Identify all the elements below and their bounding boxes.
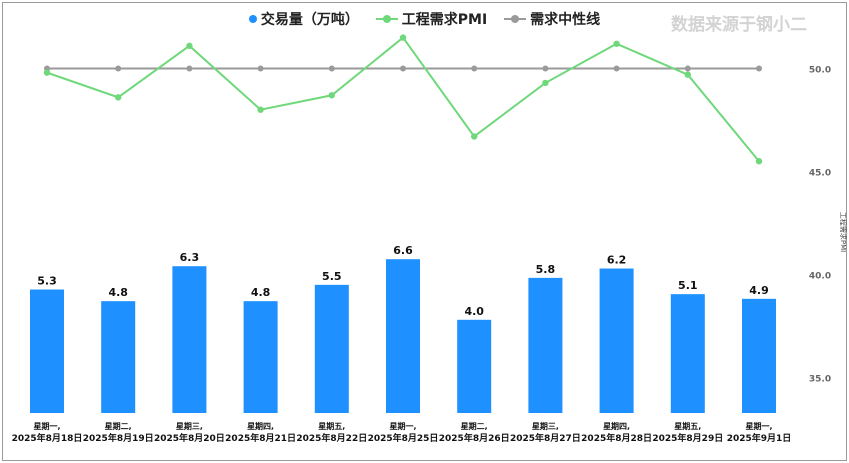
neutral-point: [186, 65, 193, 72]
bar: [528, 277, 563, 413]
bar: [101, 301, 136, 413]
x-tick-label-date: 2025年8月21日: [225, 432, 296, 444]
bar: [670, 294, 705, 413]
bar-value-label: 4.0: [464, 305, 484, 318]
neutral-point: [328, 65, 335, 72]
bar: [30, 289, 64, 413]
bar: [742, 298, 776, 413]
legend-marker-volume: [248, 15, 257, 23]
bar: [243, 301, 278, 413]
x-tick-label-weekday: 星期一,: [745, 421, 772, 431]
bar-value-label: 4.8: [251, 286, 271, 299]
x-tick-label-weekday: 星期三,: [176, 421, 203, 431]
x-tick-label-weekday: 星期三,: [532, 421, 559, 431]
y2-tick-label: 40.0: [809, 272, 831, 282]
x-tick-label-date: 2025年8月28日: [581, 432, 652, 444]
x-tick-label-weekday: 星期二,: [105, 421, 132, 431]
pmi-point: [186, 42, 193, 50]
x-tick-label-date: 2025年8月27日: [510, 432, 581, 444]
x-tick-label-weekday: 星期四,: [603, 421, 630, 431]
neutral-point: [115, 65, 122, 72]
bar-value-label: 6.6: [393, 244, 413, 257]
neutral-point: [756, 65, 762, 72]
x-tick-label-date: 2025年8月20日: [154, 432, 225, 444]
bar-value-label: 4.8: [108, 286, 128, 299]
pmi-point: [328, 92, 335, 99]
pmi-point: [684, 71, 691, 78]
x-tick-label-weekday: 星期五,: [318, 421, 345, 431]
pmi-point: [471, 133, 478, 140]
y2-tick-label: 45.0: [809, 169, 831, 179]
legend-marker-neutral: [504, 15, 527, 23]
pmi-point: [542, 79, 549, 87]
x-tick-label-date: 2025年8月26日: [439, 432, 510, 444]
neutral-point: [684, 65, 691, 72]
neutral-point: [613, 65, 620, 72]
x-tick-label-weekday: 星期一,: [33, 421, 60, 431]
x-tick-label-date: 2025年8月25日: [368, 432, 439, 444]
bar-value-label: 5.8: [536, 263, 556, 276]
data-source-watermark: 数据来源于钢小二: [671, 15, 807, 35]
bar-value-label: 5.3: [37, 275, 57, 288]
pmi-point: [755, 158, 763, 165]
pmi-point: [43, 69, 51, 76]
pmi-line: [46, 36, 760, 162]
x-tick-label-date: 2025年8月22日: [296, 432, 367, 444]
chart-legend: 交易量（万吨） 工程需求PMI 需求中性线: [0, 9, 849, 29]
pmi-point: [399, 34, 407, 41]
bar-value-label: 6.3: [180, 251, 200, 264]
x-tick-label-date: 2025年8月19日: [83, 432, 154, 444]
legend-label-pmi: 工程需求PMI: [401, 12, 488, 28]
y2-tick-label: 50.0: [809, 66, 831, 76]
pmi-point: [613, 40, 620, 47]
neutral-point: [471, 65, 478, 72]
bar-value-label: 5.5: [322, 270, 342, 283]
legend-item-volume[interactable]: 交易量（万吨）: [248, 9, 359, 29]
x-tick-label-weekday: 星期四,: [247, 421, 274, 431]
y2-axis-title: 工程需求PMI: [839, 212, 848, 252]
legend-label-volume: 交易量（万吨）: [260, 12, 359, 28]
neutral-point: [257, 65, 264, 72]
legend-item-pmi[interactable]: 工程需求PMI: [375, 9, 488, 29]
pmi-point: [257, 106, 264, 113]
x-tick-label-weekday: 星期一,: [389, 421, 416, 431]
x-tick-label-date: 2025年8月18日: [12, 432, 83, 444]
pmi-point: [115, 94, 122, 101]
bar: [599, 268, 634, 413]
bar: [457, 319, 492, 413]
neutral-point: [542, 65, 549, 72]
bar: [314, 284, 349, 413]
bar-value-label: 6.2: [607, 254, 627, 267]
bar-value-label: 5.1: [678, 279, 698, 292]
bar-value-label: 4.9: [749, 284, 769, 297]
x-tick-label-date: 2025年9月1日: [727, 432, 792, 444]
x-tick-label-weekday: 星期二,: [461, 421, 488, 431]
x-tick-label-weekday: 星期五,: [674, 421, 701, 431]
bar: [172, 266, 207, 413]
legend-item-neutral[interactable]: 需求中性线: [504, 9, 600, 29]
neutral-point: [400, 65, 406, 72]
legend-label-neutral: 需求中性线: [530, 12, 601, 28]
y2-tick-label: 35.0: [809, 375, 831, 385]
legend-marker-pmi: [375, 15, 398, 23]
bar: [386, 259, 420, 413]
x-tick-label-date: 2025年8月29日: [652, 432, 723, 444]
